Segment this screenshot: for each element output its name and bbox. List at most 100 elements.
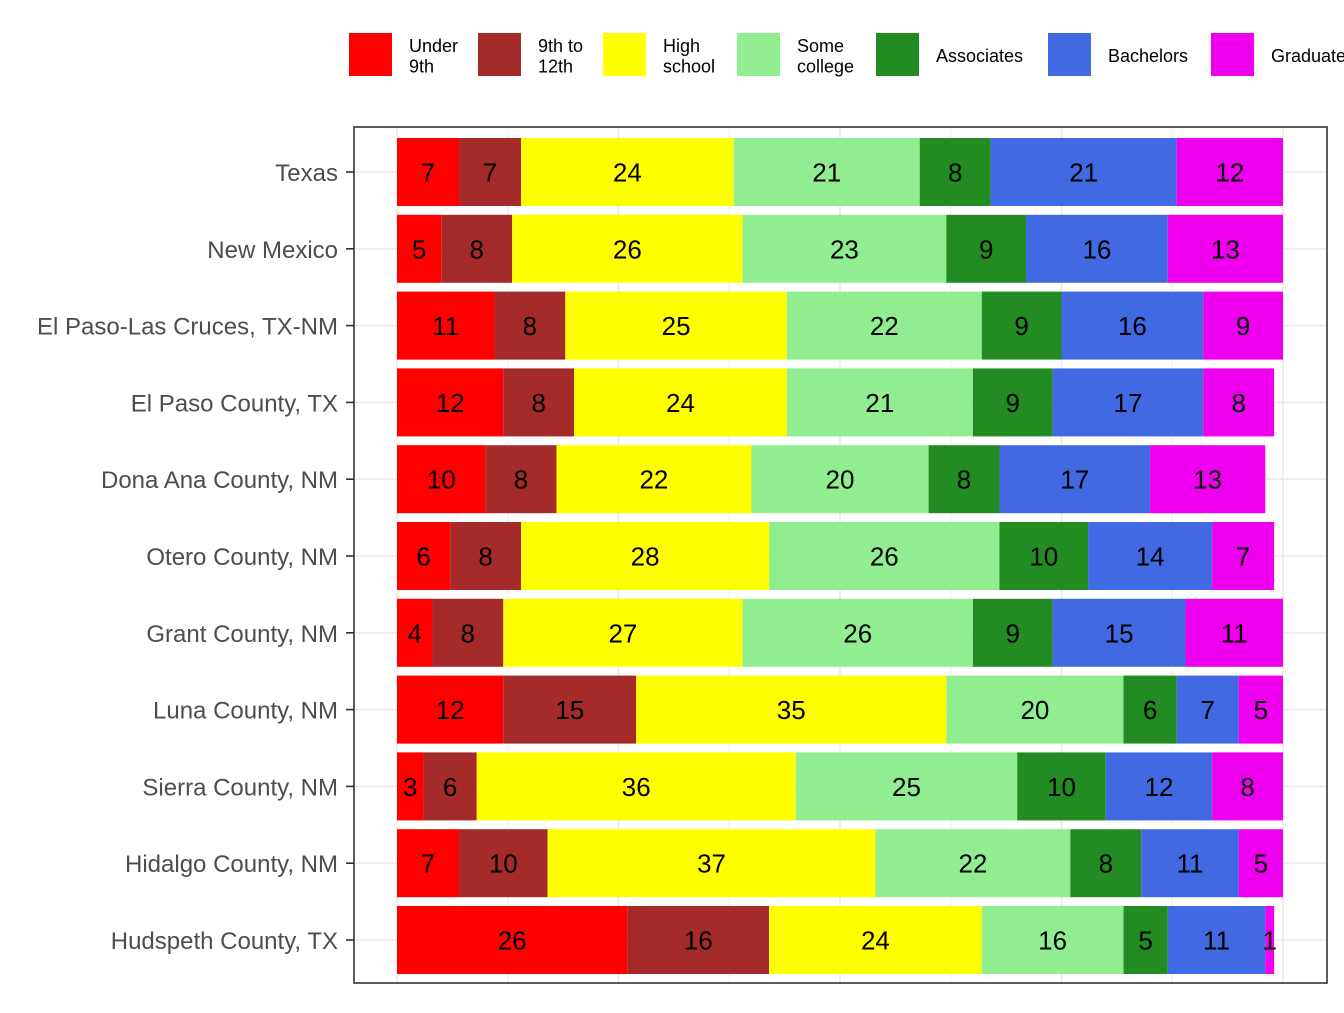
bar-value-label: 7 xyxy=(421,158,435,188)
bar-value-label: 8 xyxy=(948,158,962,188)
bar-segment-graduate xyxy=(1212,522,1275,590)
bar-value-label: 12 xyxy=(1215,158,1244,188)
bar-segment-high-school xyxy=(565,291,787,360)
bar-segment-bachelors xyxy=(1052,368,1204,437)
bar-segment-9th-to-12th xyxy=(423,752,477,821)
y-tick-label: El Paso County, TX xyxy=(131,390,338,417)
bar-segment-high-school xyxy=(476,752,796,821)
legend-label: Some xyxy=(797,36,844,56)
bar-value-label: 8 xyxy=(532,388,546,418)
bar-segment-some-college xyxy=(786,291,982,360)
y-tick-label: El Paso-Las Cruces, TX-NM xyxy=(37,314,338,341)
bar-segment-high-school xyxy=(503,598,743,667)
bar-value-label: 3 xyxy=(403,772,417,802)
bar-value-label: 8 xyxy=(461,618,475,648)
bar-segment-graduate xyxy=(1238,829,1283,898)
bar-value-label: 26 xyxy=(613,234,642,264)
bar-segment-associates xyxy=(999,522,1089,590)
bar-value-label: 5 xyxy=(1254,695,1268,725)
y-tick-label: Hidalgo County, NM xyxy=(125,851,338,878)
y-tick-label: Otero County, NM xyxy=(146,544,338,571)
bar-segment-high-school xyxy=(521,138,734,206)
bar-value-label: 24 xyxy=(613,158,642,188)
y-tick-label: Dona Ana County, NM xyxy=(101,467,338,494)
y-axis: Texas New Mexico El Paso-Las Cruces, TX-NM… xyxy=(37,160,354,955)
bar-segment-associates xyxy=(946,214,1027,283)
bar-segment-some-college xyxy=(786,368,973,437)
bar-segment-associates xyxy=(928,445,1000,514)
bar-value-label: 8 xyxy=(1231,388,1245,418)
bar-value-label: 1 xyxy=(1262,926,1276,956)
bar-value-label: 16 xyxy=(1082,234,1111,264)
bar-segment-9th-to-12th xyxy=(459,829,548,898)
bar-value-label: 26 xyxy=(498,926,527,956)
bar-segment-some-college xyxy=(981,906,1124,974)
legend-item-bachelors: Bachelors xyxy=(1048,33,1188,76)
bar-row-new-mexico: 5 8 26 23 9 16 13 xyxy=(397,214,1283,283)
bar-segment-associates xyxy=(981,291,1062,360)
legend-key xyxy=(478,33,521,76)
bar-segment-9th-to-12th xyxy=(503,368,575,437)
bar-segment-bachelors xyxy=(1026,214,1168,283)
bar-segment-bachelors xyxy=(999,445,1151,514)
bar-value-label: 8 xyxy=(523,311,537,341)
bar-value-label: 20 xyxy=(826,465,855,495)
bar-value-label: 25 xyxy=(662,311,691,341)
bar-segment-graduate xyxy=(1265,906,1275,974)
legend-label: High xyxy=(663,36,700,56)
bar-row-dona-ana-county-nm: 10 8 22 20 8 17 13 xyxy=(397,445,1266,514)
bar-segment-bachelors xyxy=(1088,522,1213,590)
bar-segment-bachelors xyxy=(1167,906,1266,974)
bar-value-label: 9 xyxy=(1006,618,1020,648)
bar-segment-high-school xyxy=(547,829,876,898)
bar-value-label: 21 xyxy=(812,158,841,188)
legend-label: college xyxy=(797,57,854,77)
bar-segment-bachelors xyxy=(1052,598,1186,667)
bar-row-otero-county-nm: 6 8 28 26 10 14 7 xyxy=(397,522,1275,590)
bar-segment-bachelors xyxy=(1105,752,1213,821)
bar-value-label: 6 xyxy=(1143,695,1157,725)
bar-segment-high-school xyxy=(636,675,947,744)
bar-segment-under-9th xyxy=(397,906,628,974)
bar-segment-some-college xyxy=(875,829,1071,898)
y-tick-label: Hudspeth County, TX xyxy=(111,928,338,955)
bar-segment-associates xyxy=(1123,675,1177,744)
bar-value-label: 23 xyxy=(830,234,859,264)
bar-segment-associates xyxy=(972,598,1053,667)
bar-row-hidalgo-county-nm: 7 10 37 22 8 11 5 xyxy=(397,829,1283,898)
y-tick-label: Texas xyxy=(275,160,338,187)
bar-value-label: 22 xyxy=(958,849,987,879)
bar-row-sierra-county-nm: 3 6 36 25 10 12 8 xyxy=(397,752,1283,821)
bar-value-label: 8 xyxy=(957,465,971,495)
bar-segment-graduate xyxy=(1203,291,1283,360)
bar-row-texas: 7 7 24 21 8 21 12 xyxy=(397,138,1283,206)
legend-label: Graduate xyxy=(1271,46,1344,66)
bar-value-label: 8 xyxy=(478,542,492,572)
bar-value-label: 21 xyxy=(865,388,894,418)
bar-segment-graduate xyxy=(1238,675,1283,744)
bar-value-label: 9 xyxy=(1236,311,1250,341)
legend-key xyxy=(1211,33,1254,76)
bar-value-label: 10 xyxy=(1029,542,1058,572)
bar-value-label: 15 xyxy=(555,695,584,725)
bar-segment-associates xyxy=(1123,906,1168,974)
bar-segment-high-school xyxy=(556,445,752,514)
legend-key xyxy=(349,33,392,76)
bar-value-label: 24 xyxy=(861,926,890,956)
bar-segment-associates xyxy=(1017,752,1106,821)
bar-segment-associates xyxy=(1070,829,1142,898)
legend-key xyxy=(1048,33,1091,76)
bar-value-label: 11 xyxy=(1221,618,1248,648)
bar-value-label: 12 xyxy=(436,388,465,418)
bar-segment-9th-to-12th xyxy=(485,445,557,514)
bar-value-label: 16 xyxy=(1118,311,1147,341)
bar-row-luna-county-nm: 12 15 35 20 6 7 5 xyxy=(397,675,1283,744)
bar-value-label: 16 xyxy=(684,926,713,956)
